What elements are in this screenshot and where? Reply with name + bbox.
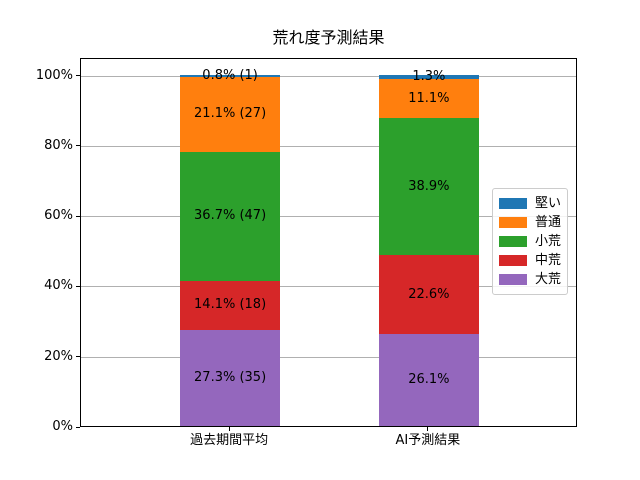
- legend-swatch-icon: [499, 217, 527, 228]
- y-tick-mark: [76, 285, 80, 287]
- gridline-100%: [81, 75, 576, 77]
- legend-swatch-icon: [499, 198, 527, 209]
- legend-item-堅い: 堅い: [499, 194, 562, 213]
- legend-swatch-icon: [499, 255, 527, 266]
- bar-segment-大荒: [180, 330, 281, 426]
- bar-segment-堅い: [378, 74, 479, 80]
- y-tick-label: 100%: [35, 67, 73, 83]
- x-tick-label: 過去期間平均: [190, 433, 269, 448]
- x-tick-mark: [427, 427, 429, 431]
- y-tick-label: 0%: [52, 419, 73, 434]
- gridline-40%: [81, 286, 576, 288]
- gridline-80%: [81, 145, 576, 147]
- legend-item-label: 大荒: [535, 271, 562, 287]
- bar-segment-堅い: [180, 74, 281, 78]
- y-tick-mark: [76, 426, 80, 428]
- y-tick-mark: [76, 215, 80, 217]
- bar-segment-中荒: [378, 254, 479, 335]
- y-tick-mark: [76, 145, 80, 147]
- y-tick-label: 20%: [44, 348, 73, 364]
- bar-segment-大荒: [378, 334, 479, 426]
- x-tick-mark: [228, 427, 230, 431]
- y-tick-label: 60%: [44, 208, 73, 224]
- legend-item-label: 普通: [535, 214, 562, 230]
- legend-item-小荒: 小荒: [499, 232, 562, 251]
- bar-segment-小荒: [180, 151, 281, 281]
- bar-segment-小荒: [378, 118, 479, 255]
- legend: 堅い普通小荒中荒大荒: [492, 188, 568, 295]
- bar-segment-普通: [180, 77, 281, 152]
- legend-item-普通: 普通: [499, 213, 562, 232]
- y-tick-mark: [76, 75, 80, 77]
- legend-swatch-icon: [499, 274, 527, 285]
- y-tick-label: 40%: [44, 278, 73, 294]
- legend-item-label: 中荒: [535, 252, 562, 268]
- chart-title: 荒れ度予測結果: [272, 28, 385, 47]
- y-tick-label: 80%: [44, 137, 73, 153]
- legend-item-label: 堅い: [535, 195, 562, 211]
- legend-item-大荒: 大荒: [499, 270, 562, 289]
- legend-swatch-icon: [499, 236, 527, 247]
- y-tick-mark: [76, 356, 80, 358]
- gridline-60%: [81, 216, 576, 218]
- legend-item-label: 小荒: [535, 233, 562, 249]
- gridline-20%: [81, 356, 576, 358]
- x-tick-label: AI予測結果: [395, 433, 461, 448]
- bar-segment-普通: [378, 79, 479, 119]
- legend-item-中荒: 中荒: [499, 251, 562, 270]
- bar-segment-中荒: [180, 280, 281, 331]
